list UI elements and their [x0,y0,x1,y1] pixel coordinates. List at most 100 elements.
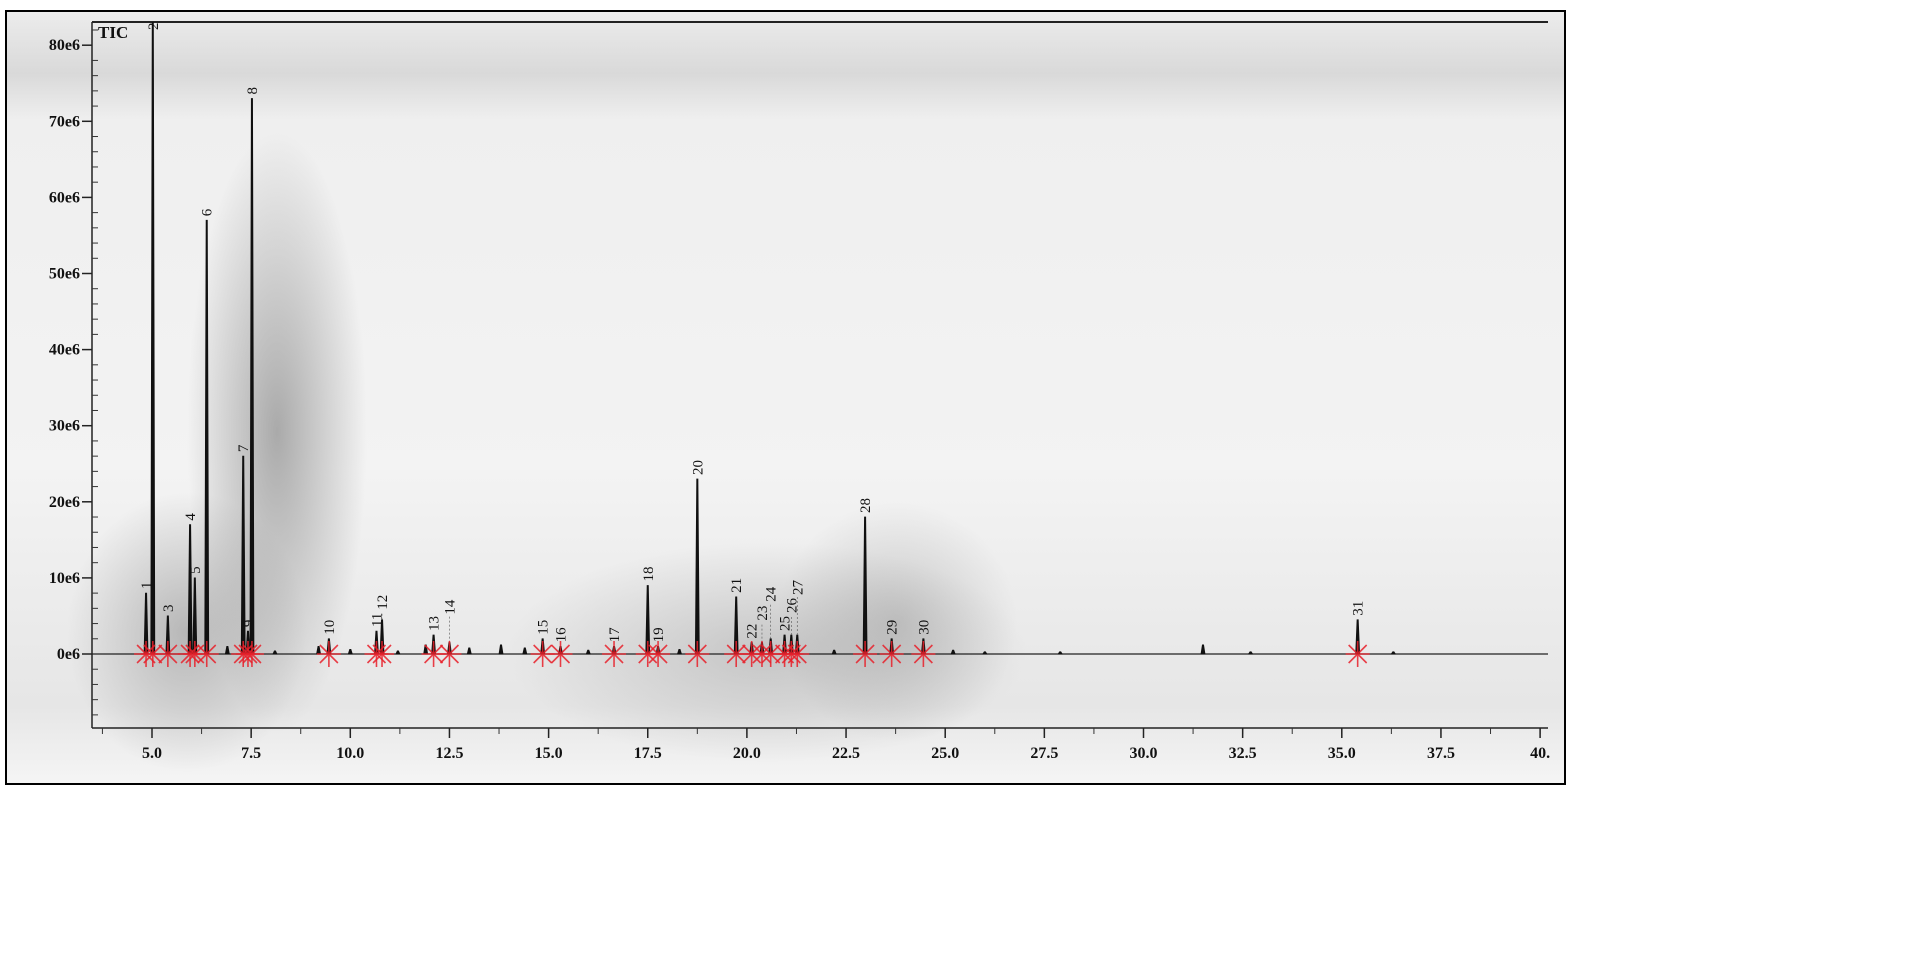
y-tick-label: 20e6 [49,494,80,511]
minor-peak [1200,644,1206,655]
x-tick-label: 10.0 [336,745,364,762]
peak-marker [911,641,936,667]
minor-peak [498,644,504,655]
x-tick-label: 20.0 [733,745,761,762]
x-tick-label: 27.5 [1030,745,1058,762]
peak-marker [685,641,710,667]
x-tick-label: 32.5 [1229,745,1257,762]
peak-marker [548,641,573,667]
minor-peak [1247,651,1254,655]
peak-2 [150,21,156,655]
peak-marker [853,641,878,667]
x-tick-label: 7.5 [241,745,261,762]
minor-peak [982,651,988,655]
peak-label: 14 [442,599,458,615]
peak-label: 30 [916,620,932,635]
minor-peak [950,649,956,655]
peak-label: 15 [536,620,552,635]
x-tick-label: 17.5 [634,745,662,762]
minor-peak [831,649,837,655]
peak-8 [249,98,255,655]
x-tick-label: 30.0 [1130,745,1158,762]
y-tick-label: 80e6 [49,37,80,54]
x-tick-label: 22.5 [832,745,860,762]
peak-label: 26 [784,597,800,613]
peak-marker [239,641,264,667]
peak-label: 18 [641,567,657,582]
peak-markers [134,641,1370,667]
y-ticks: 0e6 10e6 20e6 30e6 40e6 50e6 60e6 70e6 80e6 [49,29,98,716]
peak-label: 16 [553,627,569,643]
x-tick-label: 5.0 [142,745,162,762]
peak-marker [785,641,810,667]
peak-marker [530,641,555,667]
x-ticks: 5.0 7.5 10.0 12.5 15.0 17.5 20.0 22.5 25.0 27.5 30… [101,728,1550,762]
peak-label: 28 [858,498,874,513]
x-tick-label: 40. [1530,745,1550,762]
y-tick-label: 60e6 [49,189,80,206]
minor-peak [224,645,230,655]
y-tick-label: 50e6 [49,266,80,283]
minor-peak [395,650,401,655]
y-tick-label: 10e6 [49,570,80,587]
label-leaders [381,596,798,643]
peak-label: 22 [745,624,761,639]
peak-label: 3 [161,604,177,612]
peak-label: 27 [790,579,806,595]
minor-peak [1390,651,1397,655]
peak-label: 21 [729,578,745,593]
peak-marker [194,641,219,667]
peak-label: 8 [245,87,261,95]
minor-peak [585,649,591,655]
peak-4 [187,524,193,655]
peak-label: 29 [885,620,901,635]
peak-marker [155,641,180,667]
peak-marker [421,641,446,667]
x-tick-label: 37.5 [1427,745,1455,762]
peak-marker [879,641,904,667]
y-tick-label: 40e6 [49,342,80,359]
peak-label: 25 [778,616,794,631]
peak-28 [862,516,868,655]
peak-marker [437,641,462,667]
minor-peak [272,650,278,655]
peak-label: 17 [607,627,623,643]
peak-marker [646,641,671,667]
y-tick-label: 30e6 [49,418,80,435]
peak-marker [316,641,341,667]
peak-20 [694,478,700,655]
peak-label: 19 [651,627,667,642]
minor-peak [1057,651,1063,655]
peak-label: 9 [241,620,257,628]
peak-label: 23 [755,606,771,621]
minor-peak [466,647,472,655]
x-tick-label: 12.5 [435,745,463,762]
minor-peak [316,645,322,655]
x-tick-label: 35.0 [1328,745,1356,762]
peak-label: 7 [236,444,252,452]
y-tick-label: 70e6 [49,113,80,130]
peak-label: 6 [200,208,216,216]
peak-label: 5 [188,566,204,574]
peak-label: 1 [139,582,155,590]
y-tick-label: 0e6 [57,646,80,663]
peak-label: 10 [322,620,338,635]
minor-peak [676,649,683,655]
peak-marker [370,641,395,667]
minor-peak [347,649,353,655]
peak-label: 24 [764,586,780,602]
x-tick-label: 25.0 [931,745,959,762]
peak-label: 20 [690,460,706,475]
peak-6 [204,219,210,655]
peak-marker [1345,641,1370,667]
x-tick-label: 15.0 [535,745,563,762]
peak-label: 2 [146,23,162,31]
peak-marker [758,641,783,667]
peak-label: 12 [375,595,391,610]
minor-peak [522,647,528,655]
peak-marker [602,641,627,667]
peak-label: 31 [1351,601,1367,616]
peak-label: 4 [183,513,199,521]
